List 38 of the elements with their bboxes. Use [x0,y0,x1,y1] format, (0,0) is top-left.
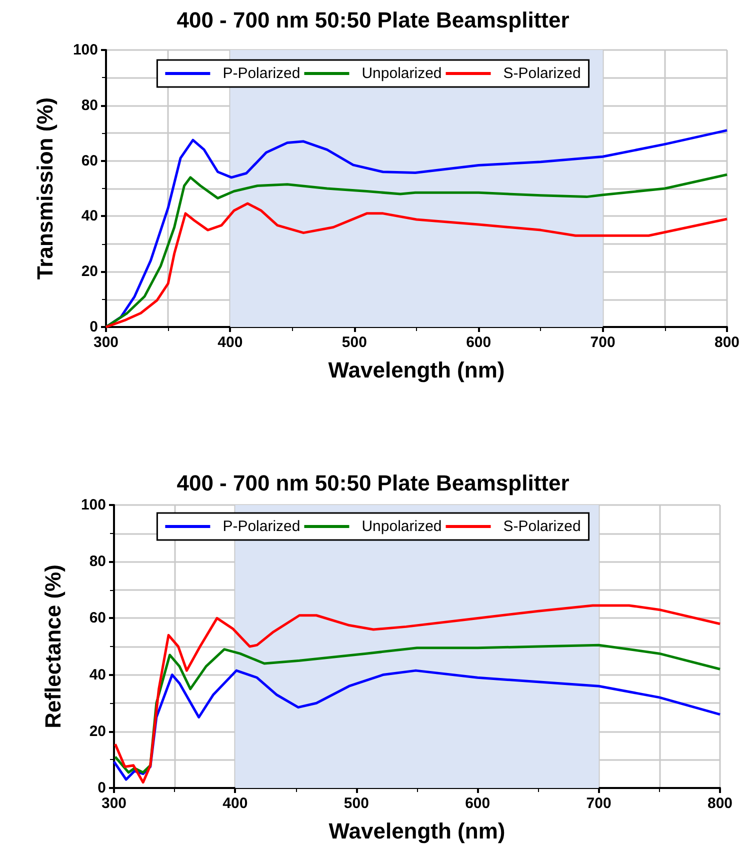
y-tick-label: 60 [89,610,106,627]
x-tick-label: 300 [101,795,127,812]
chart-title: 400 - 700 nm 50:50 Plate Beamsplitter [176,470,570,496]
y-tick-label: 20 [89,722,106,740]
legend-label: S-Polarized [503,65,581,82]
y-axis-title: Reflectance (%) [40,564,66,728]
y-tick-label: 80 [81,96,98,114]
line-series [114,604,722,784]
x-tick-label: 400 [218,334,243,351]
x-tick-label: 400 [222,795,248,812]
x-axis-title: Wavelength (nm) [328,818,506,844]
x-tick-label: 800 [714,334,740,351]
x-tick-label: 500 [342,334,367,351]
y-tick-label: 80 [89,553,106,570]
x-tick-label: 500 [344,795,369,812]
x-tick-label: 700 [586,795,612,812]
line-series [112,669,722,781]
legend-label: S-Polarized [503,518,581,535]
y-tick-label: 60 [81,152,98,170]
y-tick-label: 40 [81,208,98,225]
legend-label: P-Polarized [222,65,300,82]
y-axis-title: Transmission (%) [32,97,58,280]
y-tick-label: 40 [89,666,106,684]
legend-label: Unpolarized [362,518,442,535]
chart-title: 400 - 700 nm 50:50 Plate Beamsplitter [176,8,570,32]
legend-label: Unpolarized [362,65,442,82]
x-tick-label: 700 [590,334,616,351]
legend-label: P-Polarized [222,518,300,535]
x-tick-label: 300 [93,334,119,351]
y-tick-label: 100 [80,496,106,514]
y-tick-label: 0 [98,780,106,796]
x-tick-label: 600 [465,795,490,812]
y-tick-label: 20 [81,263,98,280]
x-tick-label: 600 [466,334,492,351]
x-tick-label: 800 [707,795,733,812]
x-axis-title: Wavelength (nm) [328,358,505,382]
y-tick-label: 100 [72,42,98,58]
y-tick-label: 0 [90,318,98,336]
